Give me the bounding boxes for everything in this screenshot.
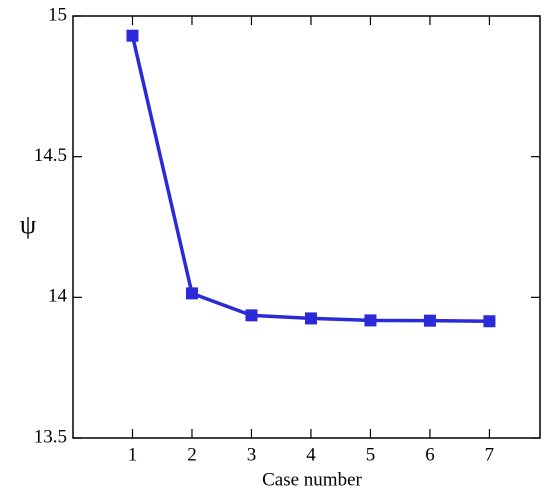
y-tick-label: 14 (48, 286, 68, 307)
point-marker (364, 314, 377, 327)
x-tick-label: 4 (306, 444, 316, 465)
point-marker (423, 314, 436, 327)
point-marker (126, 29, 139, 42)
y-tick-label: 14.5 (34, 145, 67, 166)
x-tick-label: 7 (485, 444, 495, 465)
point-marker (304, 312, 317, 325)
x-tick-label: 3 (247, 444, 257, 465)
point-marker (185, 287, 198, 300)
plot-frame (72, 15, 541, 439)
x-tick-label: 1 (128, 444, 138, 465)
point-marker (483, 315, 496, 328)
point-marker (245, 309, 258, 322)
x-tick-label: 2 (187, 444, 197, 465)
y-tick-label: 15 (48, 4, 67, 25)
y-axis-label: ψ (20, 210, 36, 239)
x-axis-label: Case number (262, 469, 362, 490)
x-tick-label: 5 (366, 444, 376, 465)
series-line (130, 35, 490, 323)
x-tick-label: 6 (425, 444, 435, 465)
y-tick-label: 13.5 (34, 426, 67, 447)
